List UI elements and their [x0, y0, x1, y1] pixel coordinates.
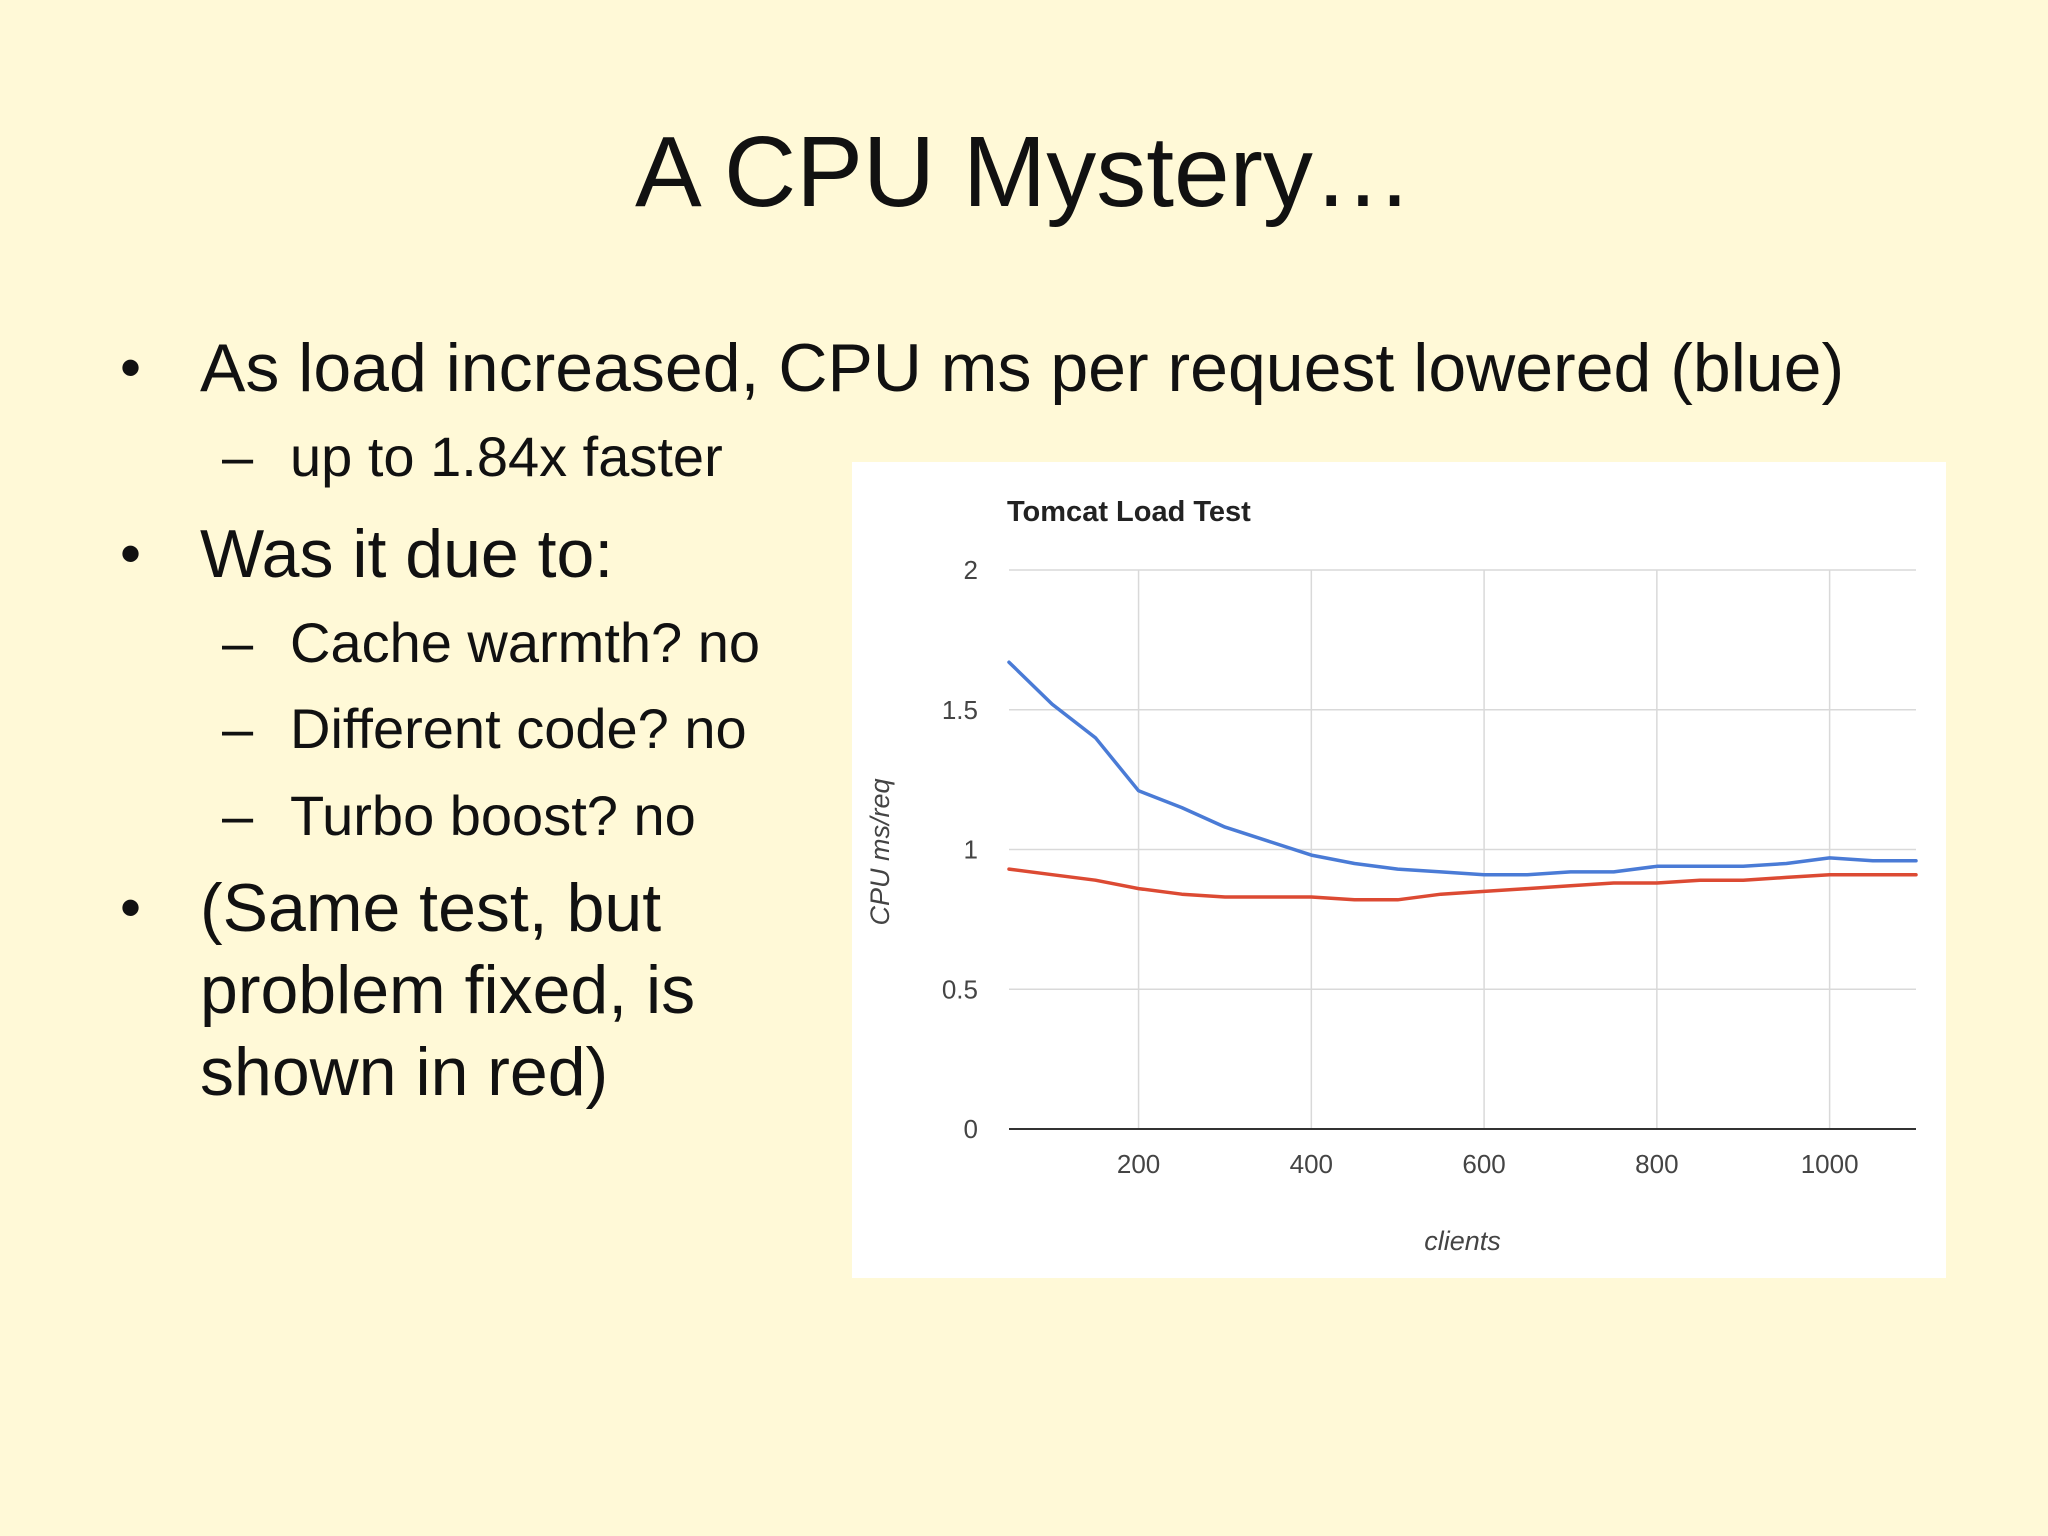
sub-bullet-cache: Cache warmth? no	[290, 611, 761, 674]
bullet-marker: •	[120, 874, 142, 941]
sub-bullet-code: Different code? no	[290, 697, 747, 760]
bullet-load-increased: As load increased, CPU ms per request lo…	[200, 330, 1845, 406]
bullet-due-to: Was it due to:	[200, 516, 614, 592]
bullet-same-test-line3: shown in red)	[200, 1034, 609, 1110]
y-axis-label: CPU ms/req	[865, 778, 895, 925]
sub-bullet-faster: up to 1.84x faster	[290, 425, 723, 488]
x-tick-label: 400	[1290, 1149, 1333, 1179]
dash-marker: –	[222, 697, 254, 760]
chart-title: Tomcat Load Test	[1007, 496, 1251, 528]
x-tick-label: 1000	[1801, 1149, 1859, 1179]
dash-marker: –	[222, 784, 254, 847]
x-tick-label: 200	[1117, 1149, 1160, 1179]
slide-title: A CPU Mystery…	[635, 116, 1413, 228]
x-tick-label: 800	[1635, 1149, 1678, 1179]
x-axis-label: clients	[1424, 1226, 1501, 1256]
bullet-marker: •	[120, 520, 142, 587]
series-line-blue	[1007, 660, 1918, 877]
dash-marker: –	[222, 611, 254, 674]
bullet-same-test-line1: (Same test, but	[200, 870, 662, 946]
line-chart: 0 0.5 1 1.5 2 200 400 600 800 1000 Tomcat Load Tes…	[865, 496, 1918, 1256]
series-line-red	[1007, 867, 1918, 902]
dash-marker: –	[222, 425, 254, 488]
sub-bullet-turbo: Turbo boost? no	[290, 784, 696, 847]
x-tick-label: 600	[1462, 1149, 1505, 1179]
bullet-marker: •	[120, 334, 142, 401]
y-tick-label: 2	[964, 555, 978, 585]
bullet-same-test-line2: problem fixed, is	[200, 952, 696, 1028]
y-tick-label: 0	[964, 1114, 978, 1144]
y-tick-label: 1	[964, 835, 978, 865]
y-tick-label: 0.5	[942, 974, 978, 1004]
y-tick-label: 1.5	[942, 695, 978, 725]
chart-panel: 0 0.5 1 1.5 2 200 400 600 800 1000 Tomcat Load Tes…	[852, 462, 1946, 1278]
